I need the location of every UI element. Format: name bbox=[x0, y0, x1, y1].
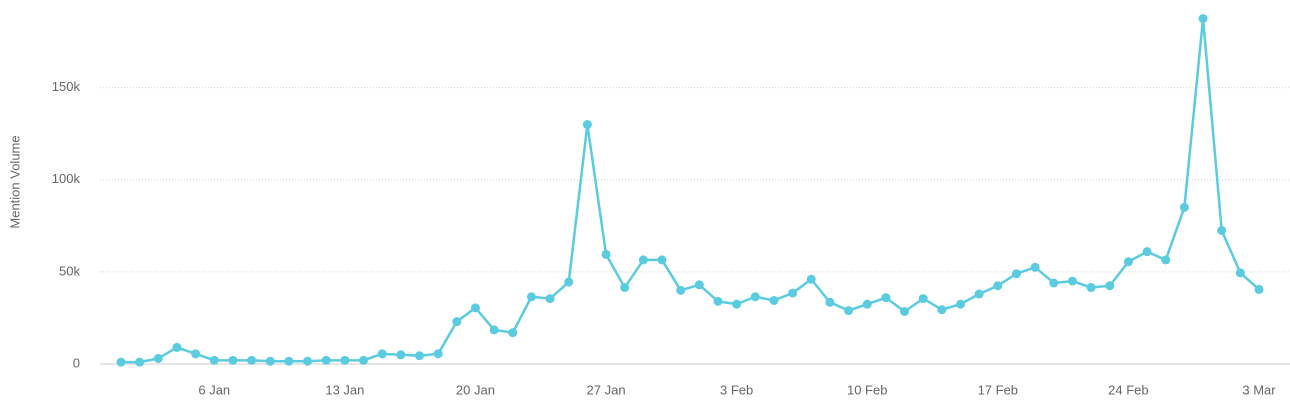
point bbox=[303, 356, 313, 366]
point bbox=[881, 293, 891, 303]
point bbox=[825, 297, 835, 307]
x-tick-label: 17 Feb bbox=[978, 382, 1018, 397]
y-tick-label: 150k bbox=[52, 79, 81, 94]
point bbox=[769, 295, 779, 305]
point bbox=[340, 355, 350, 365]
point bbox=[1123, 257, 1133, 267]
point bbox=[993, 281, 1003, 291]
x-tick-label: 24 Feb bbox=[1108, 382, 1148, 397]
point bbox=[1142, 247, 1152, 257]
point bbox=[676, 285, 686, 295]
point bbox=[862, 299, 872, 309]
point bbox=[414, 351, 424, 361]
point bbox=[1254, 284, 1264, 294]
point bbox=[900, 307, 910, 316]
point bbox=[135, 357, 145, 367]
series-line bbox=[121, 17, 1260, 364]
point bbox=[1198, 14, 1208, 24]
point bbox=[788, 288, 798, 298]
point bbox=[284, 356, 294, 366]
point bbox=[1030, 262, 1040, 272]
point bbox=[937, 305, 947, 315]
x-tick-label: 13 Jan bbox=[325, 382, 364, 397]
point bbox=[732, 299, 742, 309]
point bbox=[1049, 278, 1059, 288]
point bbox=[1179, 202, 1189, 212]
point bbox=[508, 328, 518, 338]
point bbox=[844, 306, 854, 316]
point bbox=[1217, 225, 1227, 235]
point bbox=[116, 357, 126, 367]
point bbox=[1161, 255, 1171, 265]
x-tick-label: 20 Jan bbox=[456, 382, 495, 397]
y-tick-label: 50k bbox=[59, 263, 80, 278]
point bbox=[638, 255, 648, 265]
point bbox=[377, 349, 387, 359]
point bbox=[228, 355, 238, 365]
point bbox=[489, 325, 499, 335]
point bbox=[1067, 276, 1077, 286]
y-axis-title: Mention Volume bbox=[7, 135, 22, 228]
point bbox=[713, 296, 723, 306]
x-tick-label: 10 Feb bbox=[847, 382, 887, 397]
point bbox=[806, 274, 816, 284]
point bbox=[452, 317, 462, 327]
point bbox=[396, 350, 406, 360]
point bbox=[620, 283, 630, 293]
point bbox=[545, 294, 555, 304]
x-tick-label: 6 Jan bbox=[198, 382, 230, 397]
x-tick-label: 3 Mar bbox=[1242, 382, 1276, 397]
point bbox=[657, 255, 667, 265]
point bbox=[956, 299, 966, 309]
point bbox=[1011, 269, 1021, 279]
point bbox=[265, 356, 275, 366]
point bbox=[974, 289, 984, 299]
point bbox=[470, 303, 480, 313]
point bbox=[1235, 268, 1245, 278]
point bbox=[694, 280, 704, 290]
point bbox=[247, 355, 257, 365]
point bbox=[191, 349, 201, 359]
y-tick-label: 0 bbox=[73, 355, 80, 370]
y-tick-label: 100k bbox=[52, 171, 81, 186]
point bbox=[321, 355, 331, 365]
point bbox=[209, 355, 219, 365]
point bbox=[601, 249, 611, 259]
x-tick-label: 27 Jan bbox=[587, 382, 626, 397]
point bbox=[582, 120, 592, 130]
point bbox=[153, 353, 163, 363]
point bbox=[1086, 283, 1096, 293]
point bbox=[564, 277, 574, 287]
point bbox=[750, 292, 760, 302]
point bbox=[172, 342, 182, 352]
point bbox=[359, 355, 369, 365]
point bbox=[526, 292, 536, 302]
point bbox=[433, 349, 443, 359]
x-tick-label: 3 Feb bbox=[720, 382, 753, 397]
point bbox=[918, 294, 928, 304]
point bbox=[1105, 281, 1115, 291]
